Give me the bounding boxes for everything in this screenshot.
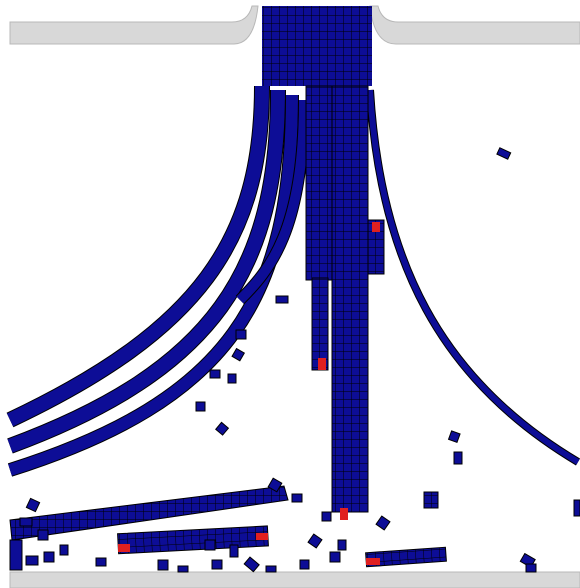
top-left-wall — [9, 5, 259, 45]
particle — [423, 491, 439, 509]
top-right-wall — [369, 5, 580, 45]
failed-particle — [366, 558, 380, 565]
failed-particle — [340, 508, 348, 520]
flow-column — [262, 6, 372, 86]
scattered-particles — [9, 147, 580, 573]
failed-particle — [372, 222, 380, 232]
right-chip-stream — [366, 89, 580, 466]
failed-particle — [118, 544, 130, 552]
failed-particle — [318, 358, 326, 370]
failed-particle — [256, 533, 268, 540]
center-column-long — [331, 85, 369, 513]
left-chip-streams — [6, 85, 310, 477]
left-short-column — [311, 277, 329, 371]
small-column — [367, 219, 385, 275]
center-column — [305, 85, 335, 281]
fragment-bar — [117, 525, 269, 555]
bottom-slab — [9, 485, 289, 541]
bottom-wall — [9, 571, 580, 588]
